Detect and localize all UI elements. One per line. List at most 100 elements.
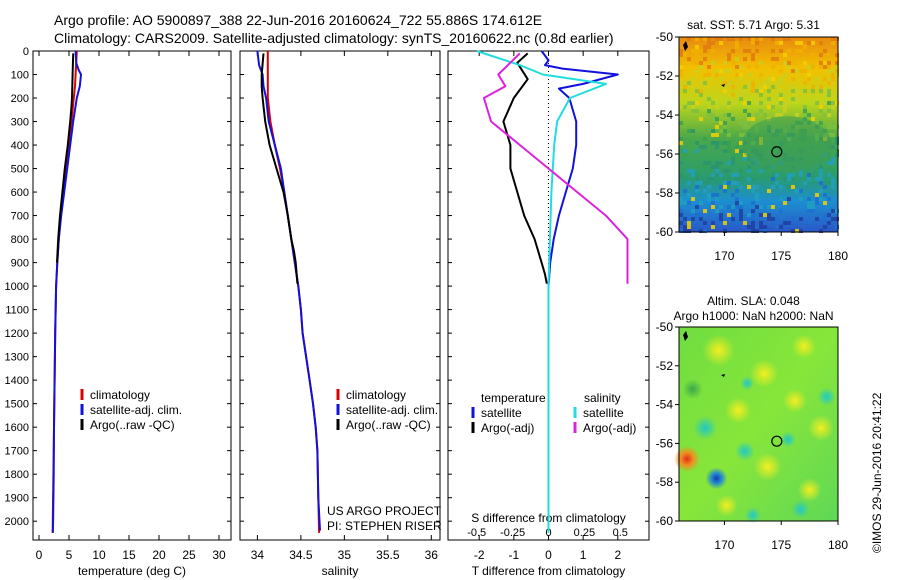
sst-pixel xyxy=(795,69,799,73)
sst-pixel xyxy=(703,37,707,41)
sst-pixel xyxy=(727,37,731,41)
sst-pixel xyxy=(775,217,779,221)
sst-pixel xyxy=(759,61,763,65)
sst-pixel xyxy=(799,89,803,93)
sst-pixel xyxy=(731,61,735,65)
sst-pixel xyxy=(831,69,835,73)
sst-pixel xyxy=(823,213,827,217)
sst-pixel xyxy=(783,37,787,41)
sst-pixel xyxy=(783,53,787,57)
difference-series-line-temperature-argo-adj- xyxy=(502,52,548,284)
sst-pixel xyxy=(767,57,771,61)
sst-pixel xyxy=(791,61,795,65)
depth-tick-label: 900 xyxy=(11,258,29,270)
sla-map-panel: 170 175 180 -50 -52 -54 -56 -58 -60 Altim. SLA: 0… xyxy=(656,294,849,552)
sst-pixel xyxy=(723,101,727,105)
sst-pixel xyxy=(783,101,787,105)
difference-xtick-label: 1 xyxy=(580,548,587,562)
sst-pixel xyxy=(727,161,731,165)
sst-pixel xyxy=(815,177,819,181)
sst-pixel xyxy=(679,221,683,225)
sla-anomaly-blob xyxy=(705,467,728,490)
difference-xtick-label: 2 xyxy=(614,548,621,562)
sst-pixel xyxy=(723,113,727,117)
sst-pixel xyxy=(751,225,755,229)
sst-pixel xyxy=(751,41,755,45)
sst-pixel xyxy=(727,205,731,209)
sst-pixel xyxy=(791,229,795,233)
sst-pixel xyxy=(831,73,835,77)
sst-pixel xyxy=(751,177,755,181)
sst-pixel xyxy=(743,121,747,125)
sst-pixel xyxy=(751,217,755,221)
sst-pixel xyxy=(731,217,735,221)
sst-pixel xyxy=(771,101,775,105)
sst-pixel xyxy=(711,205,715,209)
sst-pixel xyxy=(747,177,751,181)
sst-pixel xyxy=(787,173,791,177)
sst-pixel xyxy=(747,73,751,77)
sst-pixel xyxy=(747,65,751,69)
sst-pixel xyxy=(771,217,775,221)
sst-pixel xyxy=(771,77,775,81)
sst-pixel xyxy=(739,201,743,205)
sla-anomaly-blob xyxy=(791,334,816,359)
sst-pixel xyxy=(819,101,823,105)
sst-pixel xyxy=(831,161,835,165)
sst-pixel xyxy=(755,41,759,45)
sst-pixel xyxy=(763,229,767,233)
sst-pixel xyxy=(679,213,683,217)
sst-pixel xyxy=(803,109,807,113)
sla-map-xtick-label: 170 xyxy=(714,538,734,552)
sst-pixel xyxy=(747,101,751,105)
sst-pixel xyxy=(723,89,727,93)
sst-pixel xyxy=(707,193,711,197)
sst-pixel xyxy=(719,77,723,81)
sst-pixel xyxy=(751,85,755,89)
sst-pixel xyxy=(747,165,751,169)
sst-pixel xyxy=(707,93,711,97)
sst-pixel xyxy=(743,153,747,157)
sst-pixel xyxy=(815,217,819,221)
depth-tick-label: 400 xyxy=(11,140,29,152)
sst-pixel xyxy=(711,225,715,229)
s-difference-tick-label: -0.25 xyxy=(500,527,525,539)
sst-pixel xyxy=(827,81,831,85)
sst-pixel xyxy=(747,213,751,217)
sst-pixel xyxy=(735,197,739,201)
temperature-series-line-argo-raw-qc- xyxy=(56,53,75,263)
sst-pixel xyxy=(691,197,695,201)
sst-pixel xyxy=(827,173,831,177)
sst-pixel xyxy=(751,81,755,85)
sst-pixel xyxy=(727,169,731,173)
sst-pixel xyxy=(831,209,835,213)
sst-pixel xyxy=(691,217,695,221)
sst-pixel xyxy=(807,205,811,209)
sst-pixel xyxy=(747,169,751,173)
sst-pixel xyxy=(787,49,791,53)
sst-pixel xyxy=(711,101,715,105)
sst-pixel xyxy=(831,145,835,149)
sst-pixel xyxy=(835,65,839,69)
sst-pixel xyxy=(819,165,823,169)
sst-pixel xyxy=(835,53,839,57)
sst-pixel xyxy=(831,41,835,45)
difference-xtick-label: -2 xyxy=(474,548,485,562)
sst-pixel xyxy=(823,89,827,93)
sst-pixel xyxy=(827,181,831,185)
sst-pixel xyxy=(799,173,803,177)
sst-pixel xyxy=(751,189,755,193)
sst-pixel xyxy=(759,37,763,41)
sst-pixel xyxy=(807,197,811,201)
sst-pixel xyxy=(779,101,783,105)
sst-pixel xyxy=(683,53,687,57)
sst-pixel xyxy=(755,97,759,101)
temperature-axes-frame xyxy=(32,50,232,541)
sst-pixel xyxy=(719,185,723,189)
sst-pixel xyxy=(735,205,739,209)
sst-pixel xyxy=(711,141,715,145)
sst-pixel xyxy=(827,109,831,113)
sst-pixel xyxy=(807,201,811,205)
sst-pixel xyxy=(739,205,743,209)
sst-pixel xyxy=(779,53,783,57)
